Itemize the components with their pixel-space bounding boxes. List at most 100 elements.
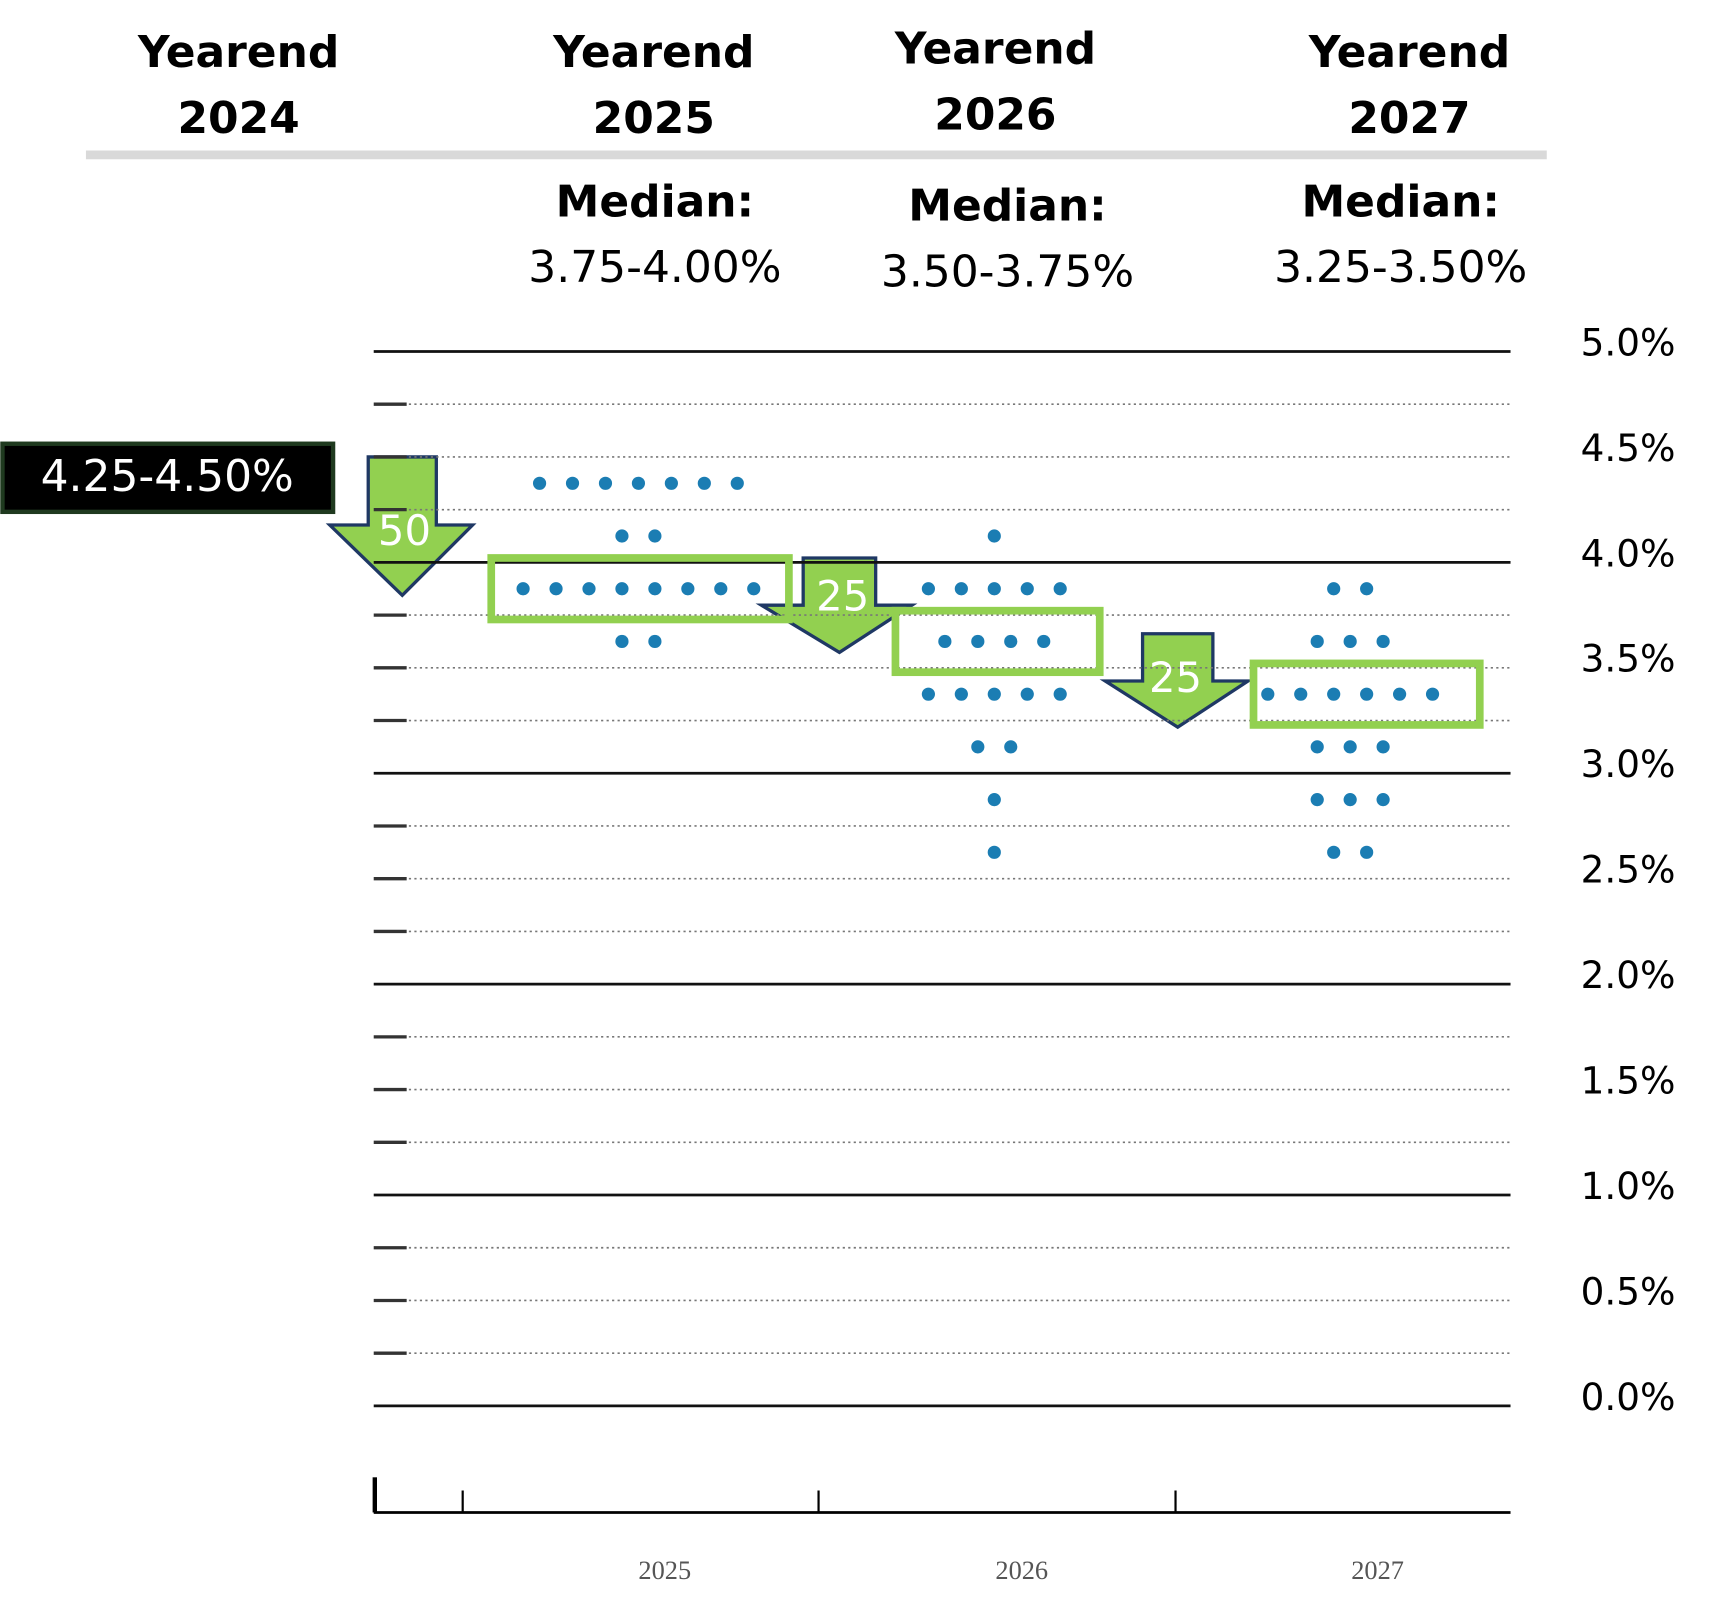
- column-title: 2027: [1348, 93, 1470, 144]
- arrow: [755, 556, 918, 655]
- dot: [1261, 687, 1275, 701]
- arrows: [325, 455, 1254, 730]
- dot: [697, 476, 711, 490]
- dot: [648, 582, 662, 596]
- median-value: 3.50-3.75%: [881, 247, 1134, 298]
- y-tick-label: 3.0%: [1581, 742, 1676, 786]
- dot: [565, 476, 580, 490]
- dot: [1343, 793, 1357, 807]
- dot: [987, 793, 1001, 807]
- dot: [921, 687, 935, 701]
- dot: [1343, 740, 1357, 754]
- arrow: [325, 455, 477, 598]
- column-title: Yearend: [137, 27, 339, 78]
- median-highlight: [487, 554, 793, 624]
- dot: [1004, 634, 1018, 649]
- dot: [664, 476, 678, 490]
- median-highlight: [891, 606, 1104, 677]
- dot: [1327, 845, 1341, 859]
- dot: [987, 529, 1001, 543]
- median-label: Median:: [908, 181, 1106, 232]
- dot: [1376, 634, 1390, 649]
- change-label: 25: [816, 572, 869, 621]
- dot: [1425, 687, 1440, 701]
- dot: [1020, 687, 1034, 701]
- dot: [1360, 845, 1374, 859]
- arrow: [1099, 632, 1254, 730]
- dot: [921, 582, 935, 596]
- dot: [615, 529, 629, 543]
- dot: [1053, 687, 1067, 701]
- current-rate: 4.25-4.50%: [41, 451, 294, 502]
- dot: [681, 582, 695, 596]
- dot: [1037, 634, 1051, 649]
- dot: [1310, 634, 1324, 649]
- column-title: Yearend: [552, 27, 754, 78]
- dot: [648, 634, 662, 649]
- dot: [938, 634, 952, 649]
- median-label: Median:: [1301, 176, 1499, 227]
- column-title: 2025: [593, 93, 715, 144]
- y-tick-label: 2.5%: [1581, 848, 1676, 892]
- x-tick-label: 2026: [995, 1556, 1048, 1585]
- column-title: 2026: [934, 90, 1056, 141]
- x-tick-label: 2027: [1351, 1556, 1404, 1585]
- dot: [1310, 740, 1324, 754]
- dot: [730, 476, 744, 490]
- dot: [631, 476, 646, 490]
- dot: [1053, 582, 1067, 596]
- dot: [1376, 740, 1390, 754]
- dot: [598, 476, 613, 490]
- change-label: 50: [378, 506, 431, 555]
- column-title: Yearend: [894, 24, 1096, 75]
- dot: [615, 634, 629, 649]
- dot: [747, 582, 761, 596]
- median-value: 3.25-3.50%: [1274, 242, 1527, 293]
- dot: [516, 582, 530, 596]
- dot: [1343, 634, 1357, 649]
- dot: [987, 687, 1001, 701]
- y-tick-label: 4.0%: [1581, 531, 1676, 575]
- x-tick-label: 2025: [638, 1556, 691, 1585]
- median-highlight: [1249, 659, 1484, 729]
- column-title: 2024: [177, 93, 299, 144]
- median-value: 3.75-4.00%: [528, 242, 781, 293]
- change-label: 25: [1149, 653, 1202, 702]
- y-tick-label: 3.5%: [1581, 637, 1676, 681]
- dot: [1020, 582, 1034, 596]
- column-title: Yearend: [1308, 27, 1510, 78]
- y-tick-label: 2.0%: [1581, 953, 1676, 997]
- dot: [1376, 793, 1390, 807]
- dot: [1327, 687, 1341, 701]
- dot: [648, 529, 662, 543]
- dot: [615, 582, 629, 596]
- median-label: Median:: [556, 176, 754, 227]
- dot: [1393, 687, 1407, 701]
- y-tick-label: 0.5%: [1581, 1269, 1676, 1313]
- dot: [1310, 793, 1324, 807]
- dot: [987, 582, 1001, 596]
- dot: [954, 687, 968, 701]
- y-tick-label: 5.0%: [1581, 320, 1676, 364]
- y-tick-label: 1.5%: [1581, 1058, 1676, 1102]
- dot: [971, 740, 985, 754]
- dot: [1327, 582, 1341, 596]
- dot: [1004, 740, 1018, 754]
- dot: [971, 634, 985, 649]
- dot: [549, 582, 563, 596]
- header-rule: [85, 150, 1547, 160]
- dot: [532, 476, 547, 490]
- y-tick-label: 1.0%: [1581, 1164, 1676, 1208]
- dot: [582, 582, 596, 596]
- dot: [714, 582, 728, 596]
- y-tick-label: 4.5%: [1581, 426, 1676, 470]
- dot: [1294, 687, 1308, 701]
- dot: [1360, 687, 1374, 701]
- current-rate-box: [0, 441, 336, 515]
- dot: [954, 582, 968, 596]
- dot: [1360, 582, 1374, 596]
- dot: [987, 845, 1001, 859]
- y-tick-label: 0.0%: [1581, 1375, 1676, 1419]
